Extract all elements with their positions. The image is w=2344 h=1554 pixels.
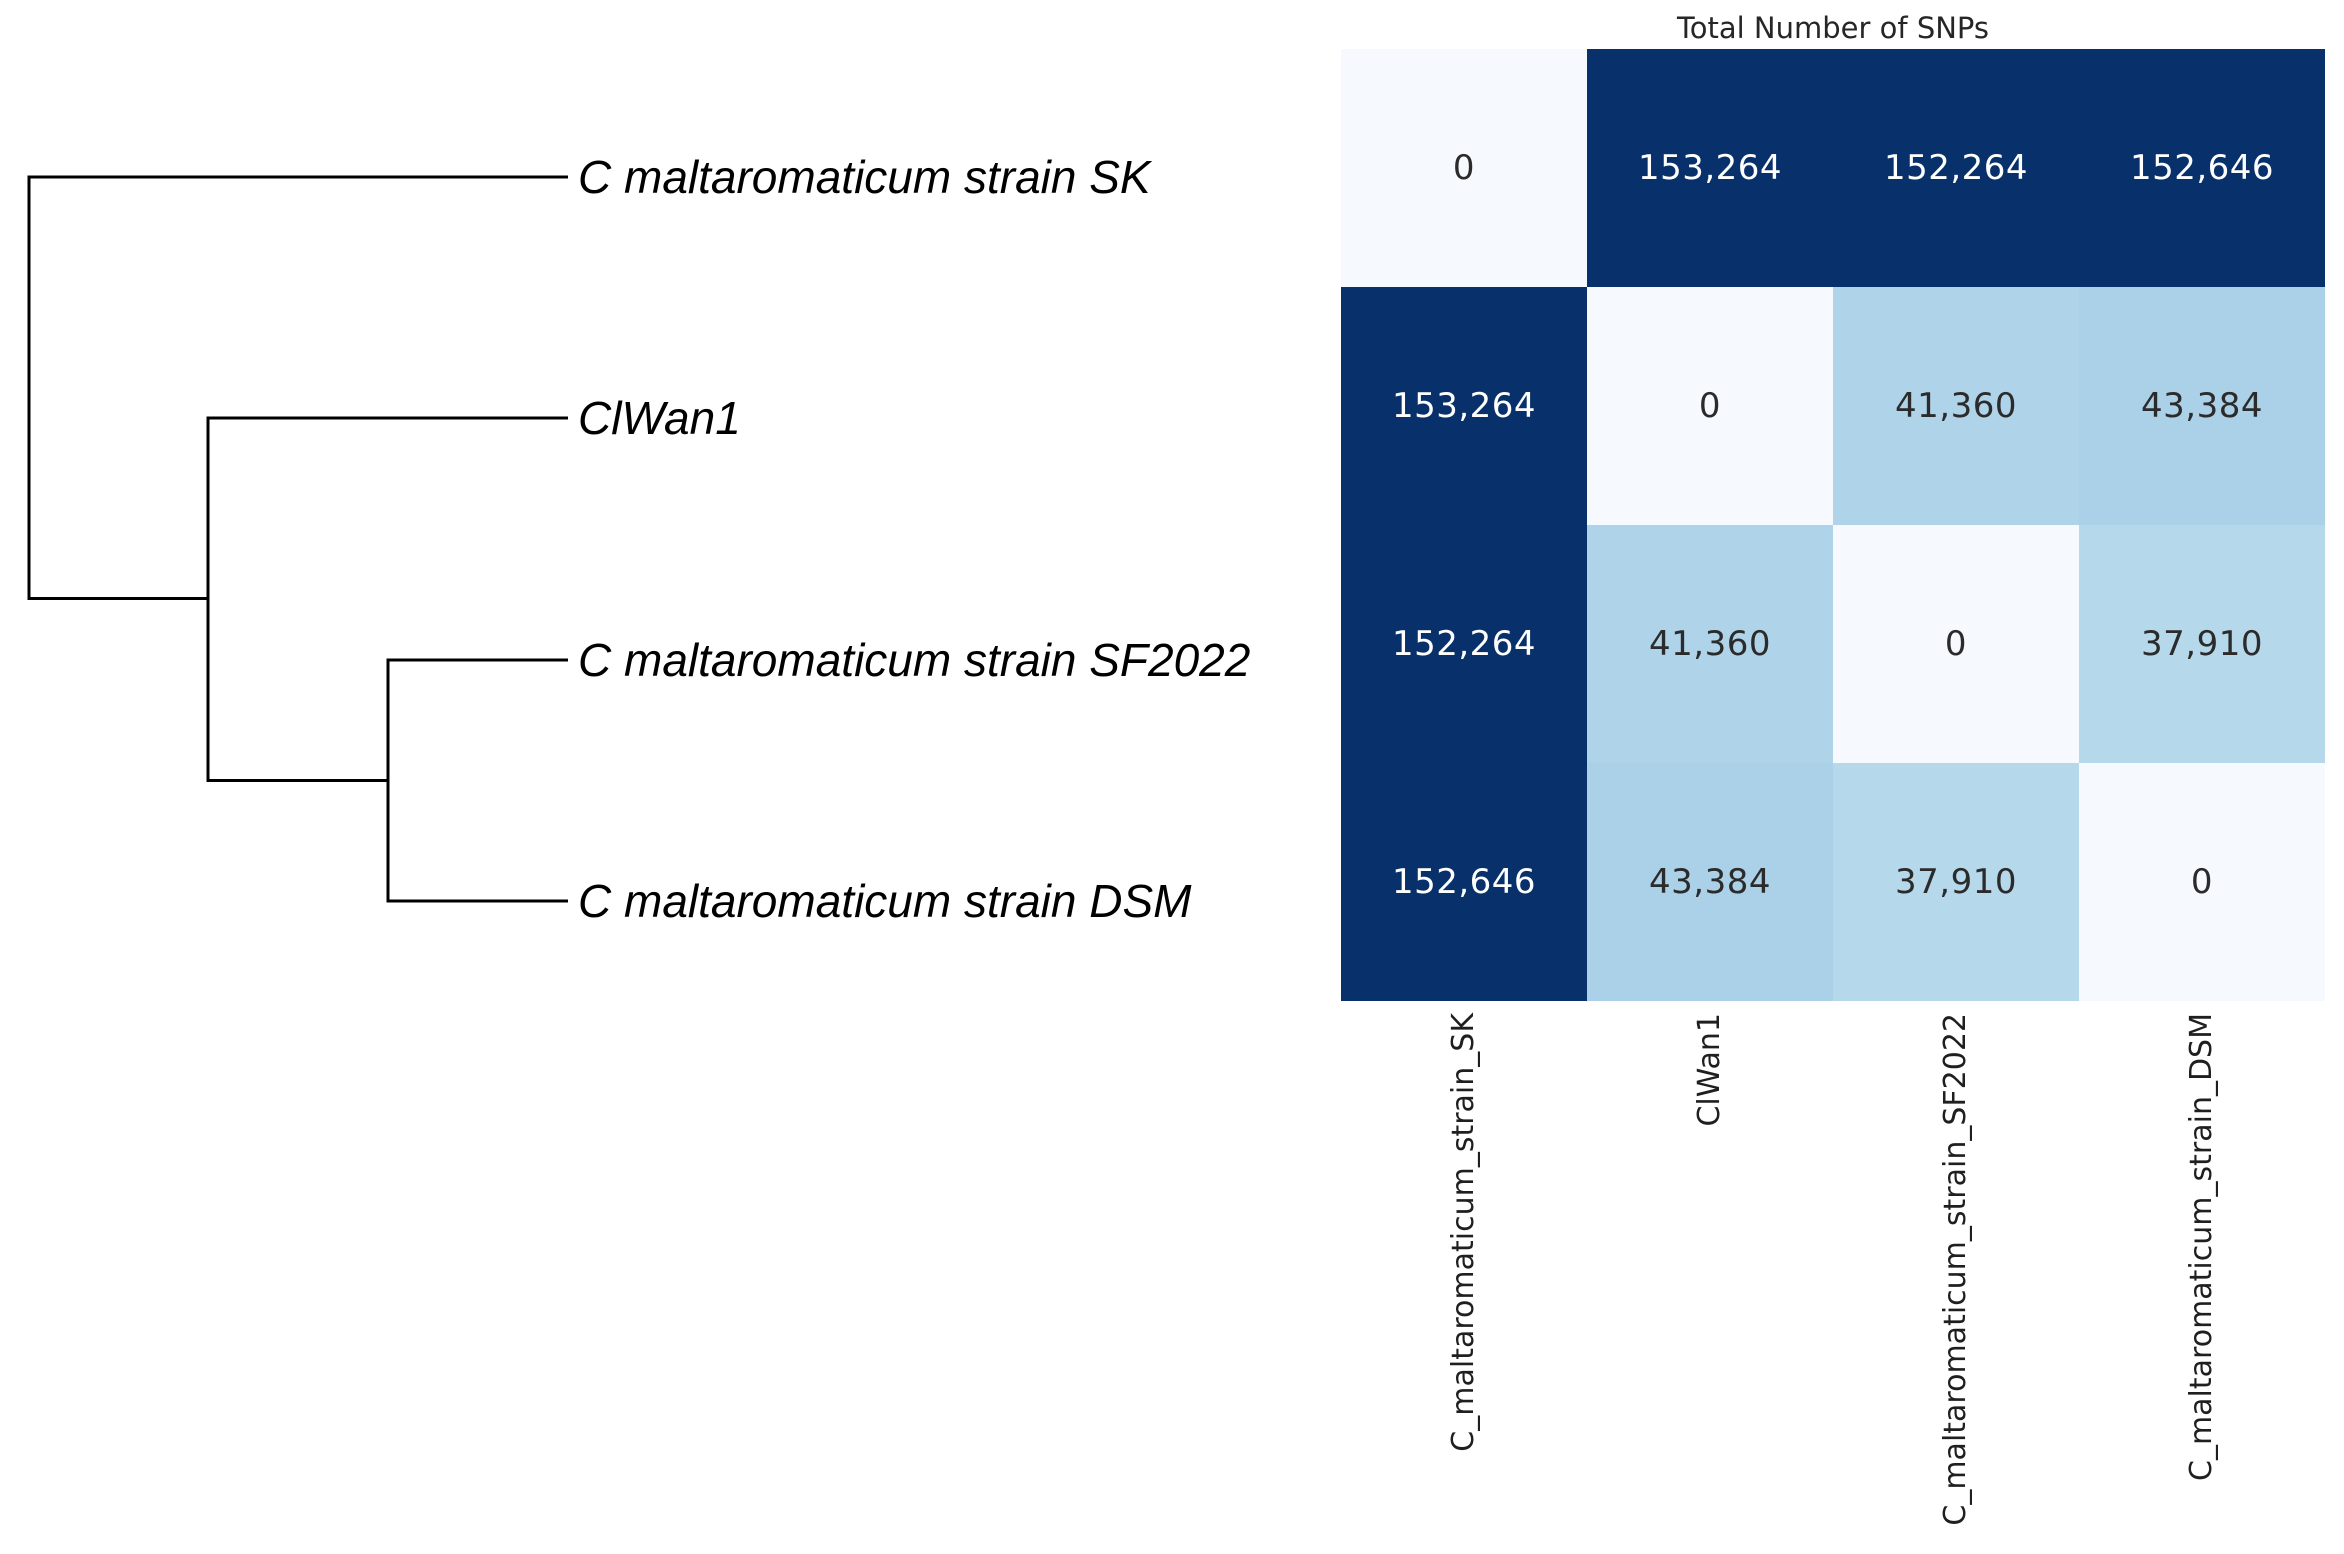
heatmap-cell: 152,264 — [1341, 525, 1587, 763]
tree-leaf-label: C maltaromaticum strain DSM — [578, 875, 1192, 927]
dendrogram-branch-root — [27, 175, 568, 600]
dendrogram-branch-inner-b — [386, 658, 568, 903]
tree-leaf-label: C maltaromaticum strain SF2022 — [578, 634, 1251, 686]
heatmap-cell: 152,264 — [1833, 49, 2079, 287]
heatmap-column-label: C_maltaromaticum_strain_DSM — [2184, 1013, 2219, 1481]
heatmap-cell: 37,910 — [1833, 763, 2079, 1001]
heatmap-cell: 43,384 — [2079, 287, 2325, 525]
heatmap-title: Total Number of SNPs — [1676, 11, 1990, 45]
tree-leaf-label: ClWan1 — [578, 392, 741, 444]
heatmap-cell: 0 — [1833, 525, 2079, 763]
dendrogram-branch-inner-a — [206, 416, 568, 782]
heatmap-cell: 153,264 — [1341, 287, 1587, 525]
heatmap-cell: 41,360 — [1833, 287, 2079, 525]
heatmap-cell: 43,384 — [1587, 763, 1833, 1001]
heatmap-cell: 0 — [2079, 763, 2325, 1001]
heatmap-cell: 41,360 — [1587, 525, 1833, 763]
tree-leaf-label: C maltaromaticum strain SK — [578, 151, 1151, 203]
heatmap-cell: 0 — [1587, 287, 1833, 525]
heatmap-cell: 153,264 — [1587, 49, 1833, 287]
heatmap-cell: 0 — [1341, 49, 1587, 287]
heatmap-cell: 37,910 — [2079, 525, 2325, 763]
heatmap-column-label: C_maltaromaticum_strain_SF2022 — [1938, 1013, 1973, 1526]
heatmap-column-label: C_maltaromaticum_strain_SK — [1446, 1013, 1481, 1452]
heatmap-cell: 152,646 — [2079, 49, 2325, 287]
heatmap-column-label: ClWan1 — [1692, 1013, 1727, 1127]
heatmap-cell: 152,646 — [1341, 763, 1587, 1001]
